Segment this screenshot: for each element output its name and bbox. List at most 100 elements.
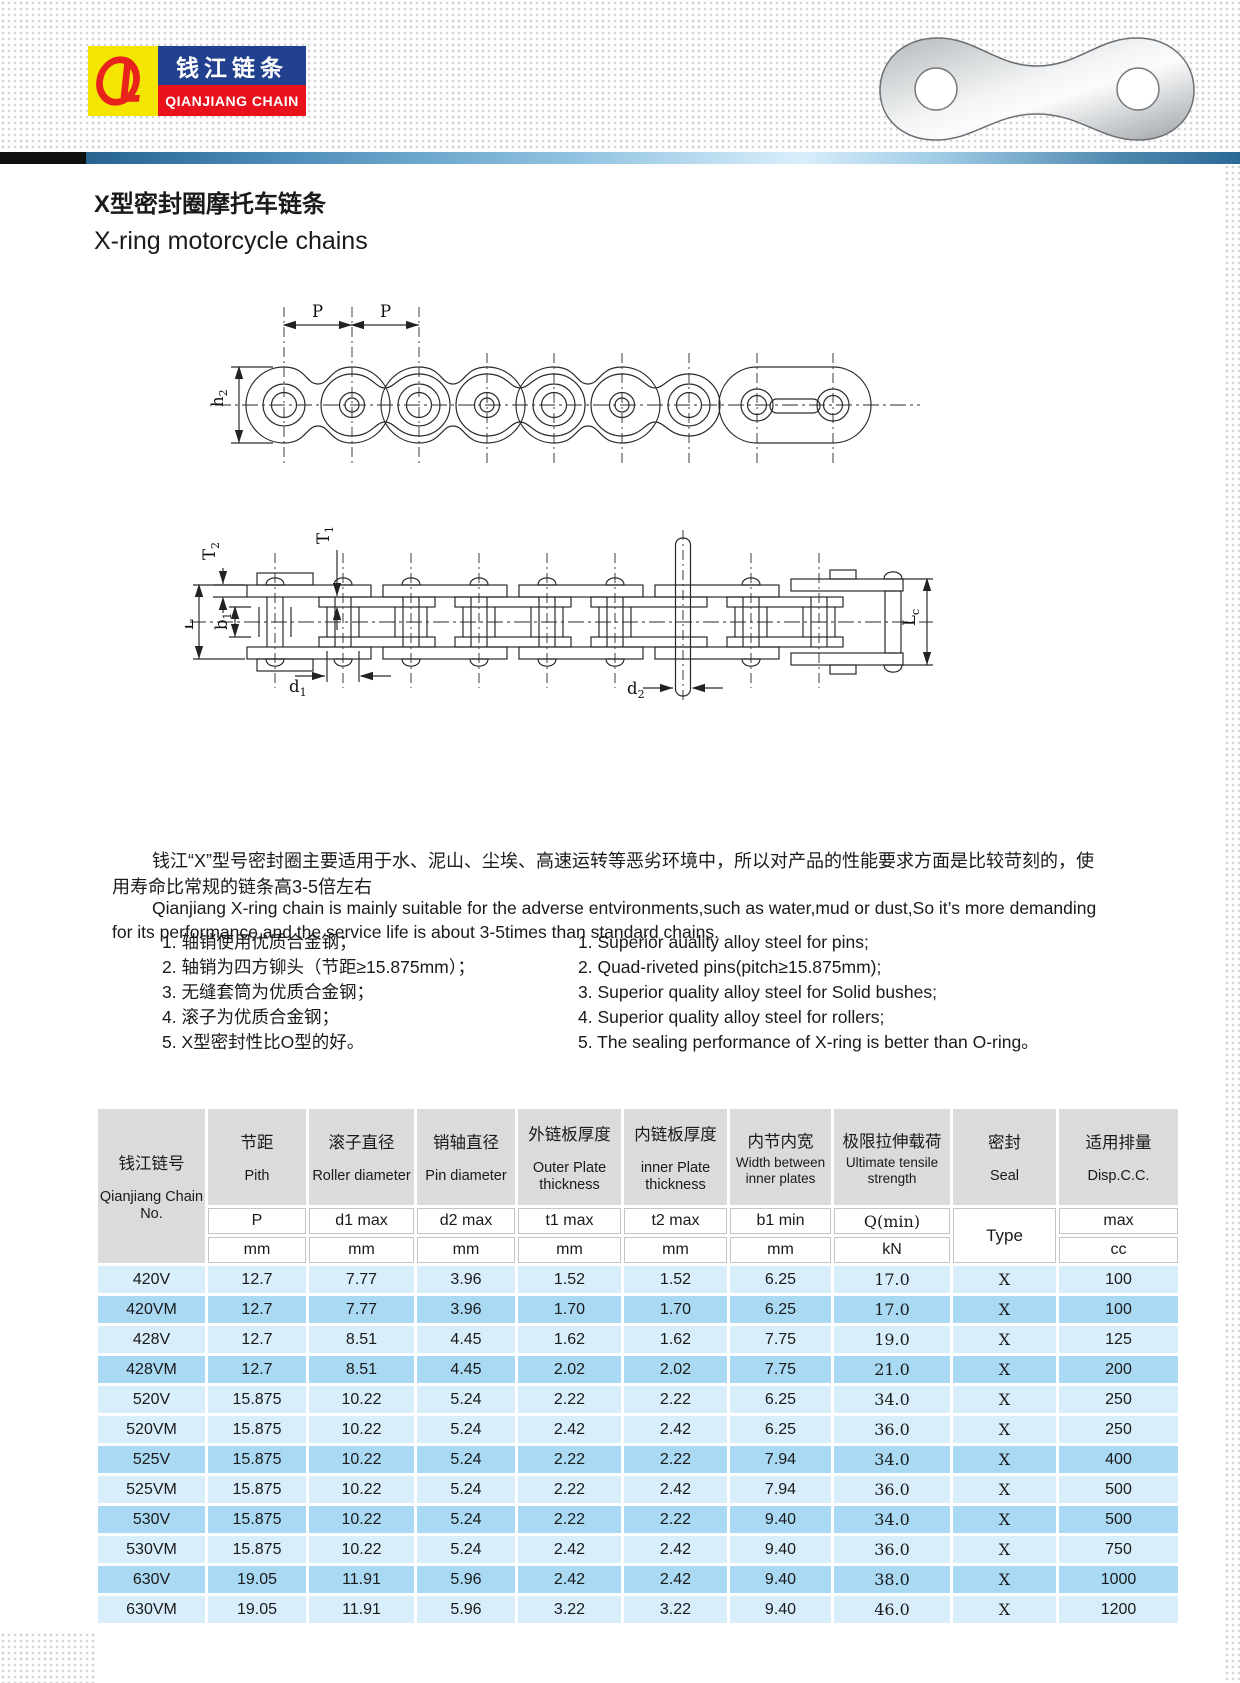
value-cell: 9.40 — [730, 1566, 831, 1593]
model-cell: 530V — [98, 1506, 205, 1533]
value-cell: X — [953, 1356, 1056, 1383]
value-cell: 11.91 — [309, 1596, 414, 1623]
value-cell: 6.25 — [730, 1296, 831, 1323]
value-cell: 1.70 — [518, 1296, 621, 1323]
value-cell: 100 — [1059, 1266, 1178, 1293]
value-cell: 12.7 — [208, 1356, 306, 1383]
model-cell: 630V — [98, 1566, 205, 1593]
model-cell: 530VM — [98, 1536, 205, 1563]
value-cell: 5.24 — [417, 1506, 515, 1533]
value-cell: 1.62 — [624, 1326, 727, 1353]
model-cell: 428V — [98, 1326, 205, 1353]
intro-paragraph-cn: 钱江“X”型号密封圈主要适用于水、泥山、尘埃、高速运转等恶劣环境中，所以对产品的… — [112, 851, 1094, 897]
value-cell: 2.42 — [624, 1416, 727, 1443]
header-tensile-strength: 极限拉伸载荷 Ultimate tensile strength — [834, 1109, 950, 1205]
logo-name-en: QIANJIANG CHAIN — [158, 85, 306, 116]
value-cell: 10.22 — [309, 1506, 414, 1533]
value-cell: 5.24 — [417, 1476, 515, 1503]
model-cell: 525V — [98, 1446, 205, 1473]
value-cell: 7.75 — [730, 1356, 831, 1383]
header-inner-plate-thickness: 内链板厚度 inner Plate thickness — [624, 1109, 727, 1205]
dim-label-d1: d1 — [289, 677, 307, 699]
header-displacement: 适用排量 Disp.C.C. — [1059, 1109, 1178, 1205]
table-units-row: mm mm mm mm mm mm kN cc — [98, 1237, 1178, 1263]
feature-item: 2. 轴销为四方铆头（节距≥15.875mm）； — [162, 957, 475, 977]
dim-label-l: L — [185, 619, 197, 630]
dim-label-t2: T2 — [200, 542, 222, 560]
sub-q-min: Q(min) — [834, 1208, 950, 1234]
value-cell: 7.77 — [309, 1296, 414, 1323]
value-cell: 3.96 — [417, 1266, 515, 1293]
sub-b1-min: b1 min — [730, 1208, 831, 1234]
value-cell: 1.70 — [624, 1296, 727, 1323]
value-cell: 19.05 — [208, 1566, 306, 1593]
value-cell: 6.25 — [730, 1386, 831, 1413]
value-cell: 7.77 — [309, 1266, 414, 1293]
unit-mm: mm — [309, 1237, 414, 1263]
sub-p: P — [208, 1208, 306, 1234]
value-cell: 1.52 — [518, 1266, 621, 1293]
table-row: 630V 19.05 11.91 5.96 2.42 2.42 9.40 38.0 X 1000 — [98, 1566, 1178, 1593]
value-cell: 10.22 — [309, 1536, 414, 1563]
value-cell: 36.0 — [834, 1536, 950, 1563]
dim-label-h2: h2 — [208, 389, 230, 407]
value-cell: 17.0 — [834, 1266, 950, 1293]
value-cell: 19.05 — [208, 1596, 306, 1623]
value-cell: 1000 — [1059, 1566, 1178, 1593]
value-cell: 34.0 — [834, 1386, 950, 1413]
dim-label-t1: T1 — [314, 526, 336, 544]
value-cell: X — [953, 1296, 1056, 1323]
header-inner-width: 内节内宽 Width between inner plates — [730, 1109, 831, 1205]
value-cell: 15.875 — [208, 1476, 306, 1503]
value-cell: X — [953, 1386, 1056, 1413]
value-cell: 7.75 — [730, 1326, 831, 1353]
value-cell: 2.22 — [518, 1506, 621, 1533]
dotted-border-right — [1224, 164, 1240, 1683]
dotted-border-bottom-left — [0, 1632, 95, 1683]
value-cell: 5.96 — [417, 1596, 515, 1623]
value-cell: 1.52 — [624, 1266, 727, 1293]
value-cell: 9.40 — [730, 1596, 831, 1623]
drawing-top-view: P P h2 — [185, 295, 945, 505]
table-row: 428VM 12.7 8.51 4.45 2.02 2.02 7.75 21.0 X 200 — [98, 1356, 1178, 1383]
header-chain-no: 钱江链号 Qianjiang Chain No. — [98, 1109, 205, 1263]
value-cell: 2.02 — [518, 1356, 621, 1383]
feature-list-en: 1. Superior auality alloy steel for pins… — [578, 930, 1039, 1055]
value-cell: X — [953, 1536, 1056, 1563]
model-cell: 630VM — [98, 1596, 205, 1623]
feature-list-cn: 1. 轴销使用优质合金钢； 2. 轴销为四方铆头（节距≥15.875mm）； 3… — [162, 930, 475, 1055]
logo-name-cn: 钱江链条 — [158, 46, 306, 85]
company-logo: 钱江链条 QIANJIANG CHAIN — [88, 46, 306, 116]
header-rule-black — [0, 152, 86, 164]
value-cell: 12.7 — [208, 1266, 306, 1293]
value-cell: 10.22 — [309, 1476, 414, 1503]
value-cell: 10.22 — [309, 1386, 414, 1413]
value-cell: X — [953, 1596, 1056, 1623]
table-row: 525V 15.875 10.22 5.24 2.22 2.22 7.94 34.0 X 400 — [98, 1446, 1178, 1473]
value-cell: 9.40 — [730, 1506, 831, 1533]
table-subheader-row: P d1 max d2 max t1 max t2 max b1 min Q(m… — [98, 1208, 1178, 1263]
value-cell: X — [953, 1416, 1056, 1443]
drawing-side-view: T2 T1 L b1 d1 d2 Lc — [178, 508, 945, 723]
page-title: X型密封圈摩托车链条 X-ring motorcycle chains — [94, 184, 368, 256]
value-cell: 12.7 — [208, 1296, 306, 1323]
spec-table: 钱江链号 Qianjiang Chain No. 节距 Pith 滚子直径 Roll… — [95, 1106, 1181, 1626]
value-cell: 21.0 — [834, 1356, 950, 1383]
value-cell: 2.42 — [624, 1566, 727, 1593]
value-cell: X — [953, 1566, 1056, 1593]
value-cell: 46.0 — [834, 1596, 950, 1623]
value-cell: 2.22 — [624, 1506, 727, 1533]
value-cell: 15.875 — [208, 1506, 306, 1533]
header-rule-blue-gradient — [86, 152, 1240, 164]
sub-max: max — [1059, 1208, 1178, 1234]
feature-item: 3. 无缝套筒为优质合金钢； — [162, 982, 374, 1002]
value-cell: 9.40 — [730, 1536, 831, 1563]
value-cell: 100 — [1059, 1296, 1178, 1323]
value-cell: 8.51 — [309, 1326, 414, 1353]
value-cell: 2.22 — [624, 1386, 727, 1413]
value-cell: 250 — [1059, 1386, 1178, 1413]
value-cell: 15.875 — [208, 1416, 306, 1443]
value-cell: 10.22 — [309, 1446, 414, 1473]
dim-label-p2: P — [380, 302, 391, 321]
